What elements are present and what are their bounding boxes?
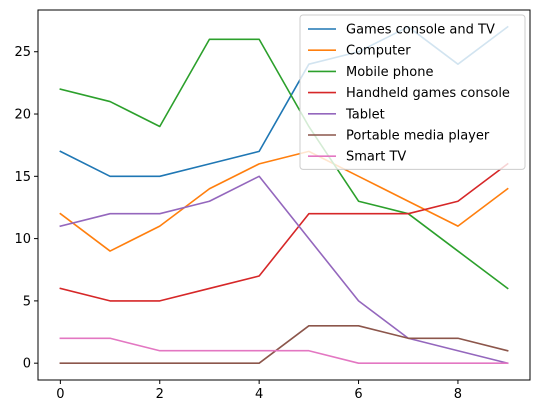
x-tick-label: 4: [255, 387, 263, 402]
y-tick-label: 15: [14, 170, 31, 185]
legend-box: [299, 14, 526, 170]
series-line-5: [59, 325, 509, 364]
legend-label-3: Handheld games console: [346, 86, 510, 101]
x-tick-label: 8: [454, 387, 462, 402]
series-line-6: [59, 337, 509, 364]
plot-frame: [37, 9, 531, 381]
series-line-3: [59, 162, 509, 302]
y-tick-label: 10: [14, 232, 31, 247]
y-tick-label: 25: [14, 45, 31, 60]
legend-label-0: Games console and TV: [346, 23, 495, 38]
legend: Games console and TV Computer Mobile phone…: [299, 14, 526, 170]
series-line-4: [59, 175, 509, 365]
y-tick-label: 20: [14, 108, 31, 123]
x-tick-label: 2: [156, 387, 164, 402]
legend-label-5: Portable media player: [346, 129, 490, 144]
series-layer: [59, 25, 509, 365]
y-tick-label: 5: [23, 294, 31, 309]
series-line-2: [59, 38, 509, 290]
legend-label-6: Smart TV: [346, 150, 406, 165]
y-axis-ticks: 0 5 10 15 20 25: [14, 45, 38, 372]
series-line-1: [59, 150, 509, 252]
x-tick-label: 6: [354, 387, 362, 402]
x-axis-ticks: 0 2 4 6 8: [56, 380, 462, 402]
legend-label-4: Tablet: [345, 107, 385, 122]
x-tick-label: 0: [56, 387, 64, 402]
legend-label-2: Mobile phone: [346, 65, 433, 80]
y-tick-label: 0: [23, 357, 31, 372]
legend-label-1: Computer: [346, 44, 411, 59]
